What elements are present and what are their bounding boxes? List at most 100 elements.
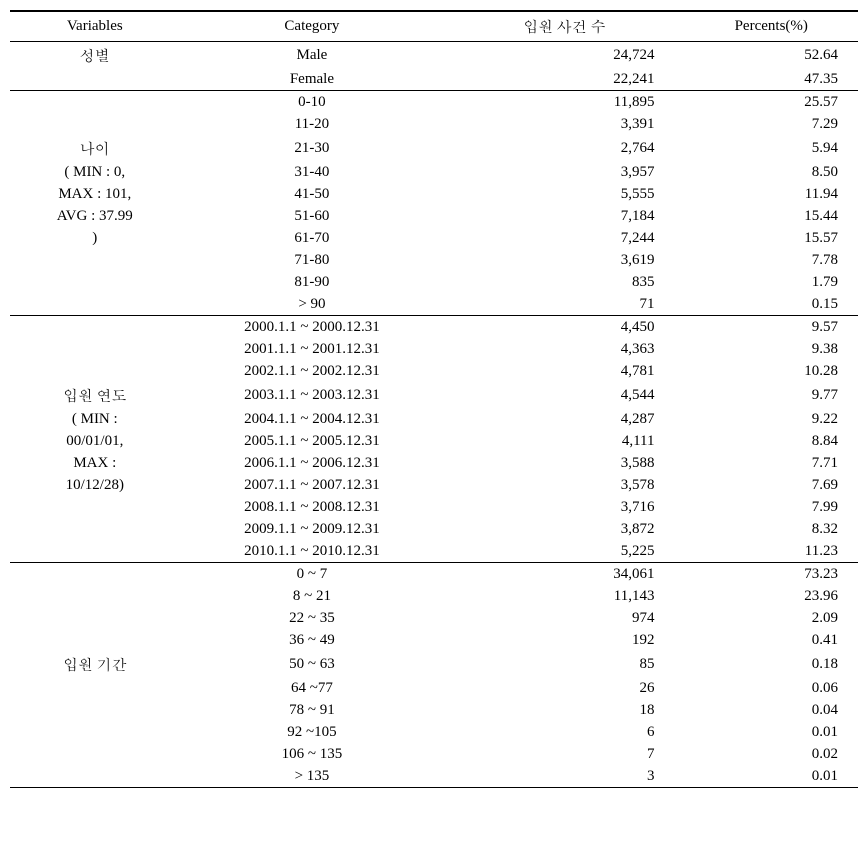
category-cell: 81-90	[180, 271, 445, 293]
count-cell: 2,764	[444, 135, 684, 161]
percent-cell: 2.09	[685, 607, 859, 629]
header-count: 입원 사건 수	[444, 11, 684, 42]
percent-cell: 8.84	[685, 430, 859, 452]
category-cell: 71-80	[180, 249, 445, 271]
count-cell: 3,716	[444, 496, 684, 518]
category-cell: > 135	[180, 765, 445, 788]
table-row: 106 ~ 13570.02	[10, 743, 858, 765]
count-cell: 24,724	[444, 42, 684, 69]
category-cell: 106 ~ 135	[180, 743, 445, 765]
percent-cell: 9.57	[685, 316, 859, 339]
variable-cell: MAX : 101,	[10, 183, 180, 205]
variable-cell	[10, 68, 180, 91]
count-cell: 4,111	[444, 430, 684, 452]
percent-cell: 7.78	[685, 249, 859, 271]
category-cell: 8 ~ 21	[180, 585, 445, 607]
percent-cell: 15.44	[685, 205, 859, 227]
table-row: 36 ~ 491920.41	[10, 629, 858, 651]
count-cell: 4,781	[444, 360, 684, 382]
percent-cell: 7.99	[685, 496, 859, 518]
table-row: 71-803,6197.78	[10, 249, 858, 271]
count-cell: 3,872	[444, 518, 684, 540]
category-cell: 2008.1.1 ~ 2008.12.31	[180, 496, 445, 518]
percent-cell: 0.02	[685, 743, 859, 765]
count-cell: 7,184	[444, 205, 684, 227]
table-row: 00/01/01,2005.1.1 ~ 2005.12.314,1118.84	[10, 430, 858, 452]
variable-cell	[10, 765, 180, 788]
variable-cell: ( MIN : 0,	[10, 161, 180, 183]
percent-cell: 0.41	[685, 629, 859, 651]
variable-cell: AVG : 37.99	[10, 205, 180, 227]
table-row: 2000.1.1 ~ 2000.12.314,4509.57	[10, 316, 858, 339]
count-cell: 71	[444, 293, 684, 316]
variable-cell: 나이	[10, 135, 180, 161]
category-cell: 2002.1.1 ~ 2002.12.31	[180, 360, 445, 382]
table-row: 11-203,3917.29	[10, 113, 858, 135]
percent-cell: 0.15	[685, 293, 859, 316]
variable-cell: 10/12/28)	[10, 474, 180, 496]
table-row: 78 ~ 91180.04	[10, 699, 858, 721]
table-row: 입원 기간50 ~ 63850.18	[10, 651, 858, 677]
data-table: Variables Category 입원 사건 수 Percents(%) 성…	[10, 10, 858, 788]
count-cell: 3,391	[444, 113, 684, 135]
table-row: > 90710.15	[10, 293, 858, 316]
table-row: 64 ~77260.06	[10, 677, 858, 699]
percent-cell: 11.94	[685, 183, 859, 205]
category-cell: 22 ~ 35	[180, 607, 445, 629]
percent-cell: 9.77	[685, 382, 859, 408]
category-cell: 2001.1.1 ~ 2001.12.31	[180, 338, 445, 360]
variable-cell: 입원 연도	[10, 382, 180, 408]
count-cell: 34,061	[444, 563, 684, 586]
count-cell: 4,544	[444, 382, 684, 408]
category-cell: 2005.1.1 ~ 2005.12.31	[180, 430, 445, 452]
category-cell: Male	[180, 42, 445, 69]
variable-cell	[10, 338, 180, 360]
category-cell: 2007.1.1 ~ 2007.12.31	[180, 474, 445, 496]
table-row: 2002.1.1 ~ 2002.12.314,78110.28	[10, 360, 858, 382]
table-row: 22 ~ 359742.09	[10, 607, 858, 629]
count-cell: 7	[444, 743, 684, 765]
count-cell: 18	[444, 699, 684, 721]
table-row: 10/12/28)2007.1.1 ~ 2007.12.313,5787.69	[10, 474, 858, 496]
count-cell: 85	[444, 651, 684, 677]
count-cell: 3,619	[444, 249, 684, 271]
category-cell: 2006.1.1 ~ 2006.12.31	[180, 452, 445, 474]
variable-cell	[10, 91, 180, 114]
percent-cell: 9.38	[685, 338, 859, 360]
variable-cell	[10, 629, 180, 651]
variable-cell	[10, 743, 180, 765]
table-row: )61-707,24415.57	[10, 227, 858, 249]
table-row: 2001.1.1 ~ 2001.12.314,3639.38	[10, 338, 858, 360]
category-cell: 11-20	[180, 113, 445, 135]
table-row: AVG : 37.9951-607,18415.44	[10, 205, 858, 227]
variable-cell	[10, 271, 180, 293]
table-row: 0-1011,89525.57	[10, 91, 858, 114]
count-cell: 11,143	[444, 585, 684, 607]
percent-cell: 0.01	[685, 765, 859, 788]
category-cell: 50 ~ 63	[180, 651, 445, 677]
category-cell: 2009.1.1 ~ 2009.12.31	[180, 518, 445, 540]
variable-cell	[10, 293, 180, 316]
percent-cell: 8.50	[685, 161, 859, 183]
percent-cell: 5.94	[685, 135, 859, 161]
table-row: 2010.1.1 ~ 2010.12.315,22511.23	[10, 540, 858, 563]
table-row: MAX :2006.1.1 ~ 2006.12.313,5887.71	[10, 452, 858, 474]
category-cell: 21-30	[180, 135, 445, 161]
category-cell: 2000.1.1 ~ 2000.12.31	[180, 316, 445, 339]
variable-cell	[10, 699, 180, 721]
category-cell: 64 ~77	[180, 677, 445, 699]
count-cell: 6	[444, 721, 684, 743]
count-cell: 4,363	[444, 338, 684, 360]
variable-cell	[10, 249, 180, 271]
variable-cell	[10, 677, 180, 699]
variable-cell	[10, 316, 180, 339]
variable-cell	[10, 607, 180, 629]
table-row: 2008.1.1 ~ 2008.12.313,7167.99	[10, 496, 858, 518]
header-category: Category	[180, 11, 445, 42]
percent-cell: 47.35	[685, 68, 859, 91]
category-cell: 31-40	[180, 161, 445, 183]
variable-cell	[10, 113, 180, 135]
table-row: ( MIN :2004.1.1 ~ 2004.12.314,2879.22	[10, 408, 858, 430]
category-cell: 36 ~ 49	[180, 629, 445, 651]
variable-cell	[10, 540, 180, 563]
